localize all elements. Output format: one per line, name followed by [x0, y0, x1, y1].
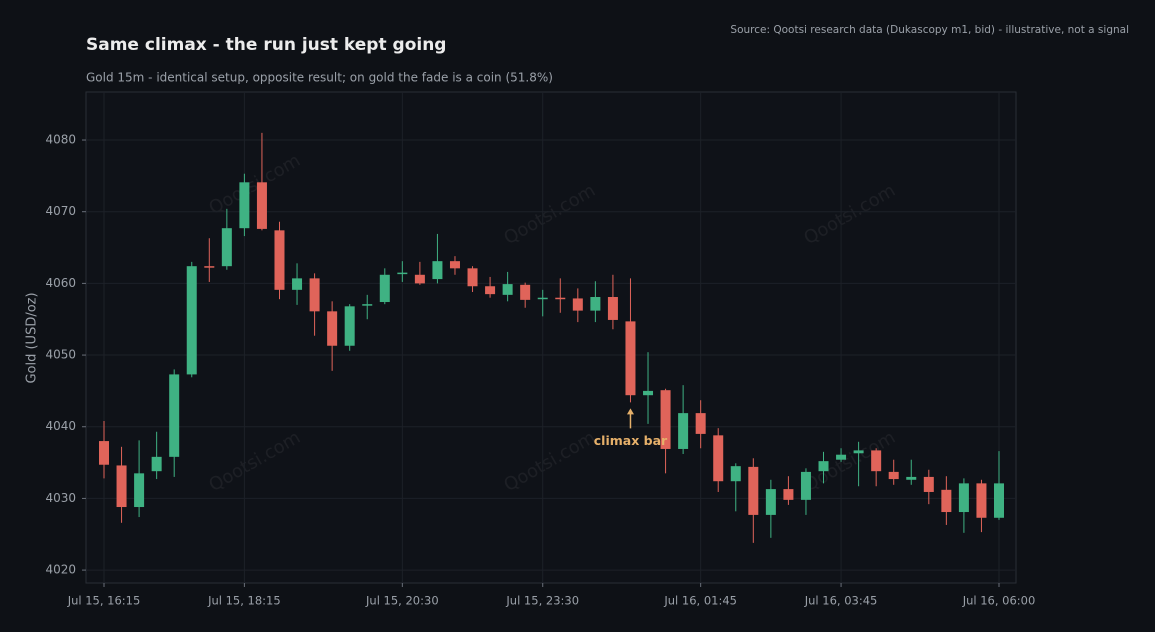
candle-body [906, 476, 917, 480]
annotation-arrowhead [626, 408, 634, 415]
y-tick-label: 4080 [45, 133, 76, 147]
candle-body [783, 489, 794, 500]
candle-body [765, 489, 776, 515]
candle-body [537, 297, 548, 300]
candle-body [607, 297, 618, 320]
candle-body [941, 489, 952, 513]
candle-body [309, 278, 320, 312]
candle-body [520, 284, 531, 300]
candle-body [379, 274, 390, 303]
candle-body [994, 483, 1004, 518]
candle-body [274, 230, 285, 290]
candle-body [748, 466, 759, 515]
x-tick-label: Jul 15, 16:15 [67, 594, 141, 608]
y-tick-label: 4060 [45, 276, 76, 290]
candle-body [818, 461, 829, 472]
candle-body [976, 483, 987, 518]
candle-body [362, 304, 373, 306]
y-axis-label: Gold (USD/oz) [25, 292, 40, 383]
candle-body [449, 261, 460, 269]
candle-body [344, 306, 355, 346]
chart-subtitle: Gold 15m - identical setup, opposite res… [86, 71, 553, 85]
x-tick-label: Jul 15, 23:30 [505, 594, 579, 608]
source-note: Source: Qootsi research data (Dukascopy … [730, 24, 1129, 36]
x-tick-label: Jul 15, 18:15 [207, 594, 281, 608]
annotation-label: climax bar [594, 433, 668, 448]
x-tick-label: Jul 16, 03:45 [804, 594, 878, 608]
candle-body [713, 435, 724, 482]
candle-body [853, 450, 864, 454]
candle-body [467, 268, 478, 287]
candle-body [730, 466, 741, 482]
y-tick-label: 4050 [45, 348, 76, 362]
y-tick-label: 4040 [45, 419, 76, 433]
candle-body [397, 272, 408, 275]
candle-body [292, 278, 303, 290]
candle-body [643, 390, 654, 396]
x-tick-label: Jul 16, 06:00 [962, 594, 1036, 608]
candle-body [414, 274, 425, 284]
x-tick-label: Jul 15, 20:30 [365, 594, 439, 608]
candle-body [116, 465, 127, 508]
candle-body [99, 441, 109, 465]
candle-body [625, 321, 636, 396]
candle-body [923, 476, 934, 492]
candle-body [151, 456, 162, 472]
y-tick-label: 4030 [45, 491, 76, 505]
candle-body [800, 471, 811, 500]
candle-body [239, 182, 250, 229]
candle-body [695, 413, 706, 434]
candle-body [590, 297, 601, 311]
y-tick-label: 4020 [45, 563, 76, 577]
candle-body [169, 374, 180, 457]
candle-body [678, 413, 689, 449]
candle-body [134, 473, 145, 508]
candle-body [327, 311, 338, 346]
candle-body [256, 182, 267, 229]
candle-body [221, 228, 232, 267]
candle-body [958, 483, 969, 513]
candle-body [836, 454, 847, 460]
candle-body [432, 261, 443, 280]
candle-body [572, 298, 583, 311]
y-tick-label: 4070 [45, 204, 76, 218]
candle-body [555, 297, 566, 300]
plot-area [85, 91, 1017, 584]
candle-body [186, 266, 197, 375]
candle-body [888, 471, 899, 480]
candle-body [871, 450, 882, 472]
candle-body [485, 286, 496, 295]
candle-body [660, 390, 671, 449]
x-tick-label: Jul 16, 01:45 [663, 594, 737, 608]
candle-body [204, 266, 215, 268]
candle-body [502, 284, 513, 295]
chart-title: Same climax - the run just kept going [86, 35, 446, 55]
